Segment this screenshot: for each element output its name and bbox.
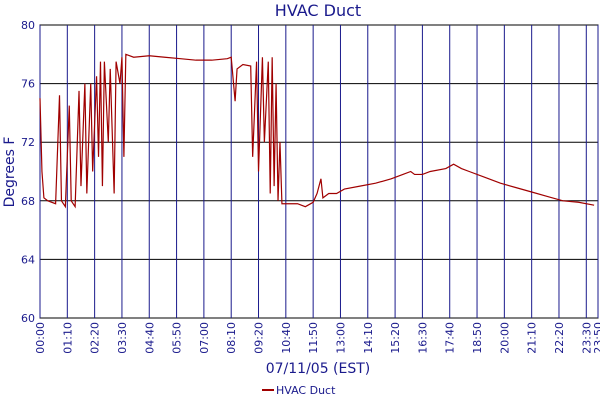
y-tick-label: 64 xyxy=(21,253,35,266)
y-tick-label: 72 xyxy=(21,136,35,149)
x-tick-label: 09:20 xyxy=(253,322,266,354)
x-tick-label: 14:10 xyxy=(362,322,375,354)
y-tick-label: 76 xyxy=(21,78,35,91)
data-line xyxy=(39,53,595,209)
x-tick-label: 01:10 xyxy=(61,322,74,354)
x-tick-label: 22:20 xyxy=(553,322,566,354)
x-tick-label: 23:30 xyxy=(580,322,593,354)
x-tick-label: 10:40 xyxy=(280,322,293,354)
x-tick-label: 00:00 xyxy=(34,322,47,354)
y-tick-label: 60 xyxy=(21,312,35,325)
y-tick-label: 80 xyxy=(21,19,35,32)
x-tick-label: 05:50 xyxy=(171,322,184,354)
x-tick-label: 11:50 xyxy=(307,322,320,354)
x-tick-label: 16:30 xyxy=(416,322,429,354)
y-tick-label: 68 xyxy=(21,195,35,208)
x-tick-label: 13:00 xyxy=(334,322,347,354)
x-tick-label: 18:50 xyxy=(471,322,484,354)
x-tick-label: 23:50 xyxy=(592,322,600,354)
x-tick-label: 03:30 xyxy=(116,322,129,354)
plot-area xyxy=(39,24,599,319)
x-tick-label: 07:00 xyxy=(198,322,211,354)
x-tick-label: 17:40 xyxy=(444,322,457,354)
x-tick-label: 04:40 xyxy=(143,322,156,354)
legend-label: HVAC Duct xyxy=(276,384,336,397)
chart-title: HVAC Duct xyxy=(275,1,361,20)
x-tick-label: 15:20 xyxy=(389,322,402,354)
x-axis-label: 07/11/05 (EST) xyxy=(266,361,371,377)
x-tick-label: 20:00 xyxy=(498,322,511,354)
x-tick-label: 21:10 xyxy=(526,322,539,354)
x-tick-label: 02:20 xyxy=(89,322,102,354)
x-tick-label: 08:10 xyxy=(225,322,238,354)
y-axis-label: Degrees F xyxy=(2,137,18,208)
